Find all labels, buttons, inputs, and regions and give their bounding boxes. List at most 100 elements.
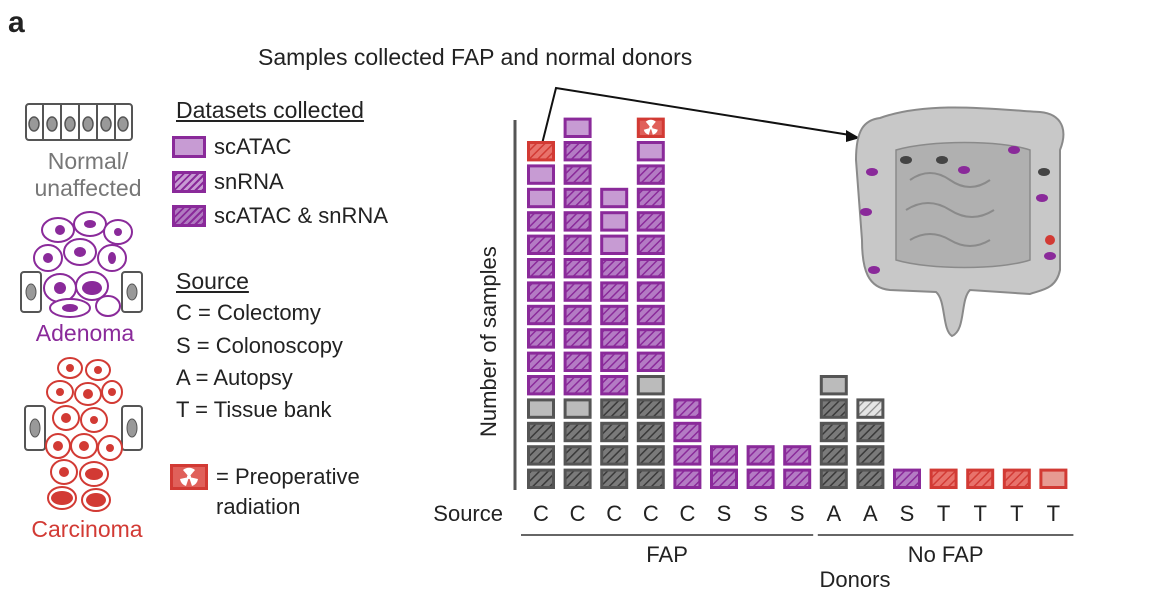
- tile-donor-3-13: [600, 187, 629, 209]
- tile-donor-4-10: [636, 258, 665, 279]
- datasets-legend-title: Datasets collected: [176, 97, 364, 123]
- source-tick-label-10: A: [863, 501, 878, 526]
- tile-donor-4-7: [636, 328, 665, 349]
- source-colectomy: C = Colectomy: [176, 300, 321, 325]
- tile-donor-2-15: [563, 141, 592, 162]
- source-tick-label-3: C: [606, 501, 622, 526]
- tile-donor-4-14: [636, 164, 665, 185]
- tile-donor-2-8: [563, 304, 592, 326]
- tile-donor-1-2: [527, 445, 555, 466]
- tile-donor-4-13: [636, 187, 665, 209]
- tile-donor-9-3: [819, 421, 848, 443]
- tile-donor-2-7: [563, 328, 592, 349]
- tile-donor-4-4: [636, 398, 665, 419]
- tile-donor-3-3: [600, 421, 629, 443]
- swatch-snrna: [172, 171, 206, 193]
- tile-donor-1-10: [527, 258, 555, 279]
- tile-donor-1-9: [527, 281, 555, 302]
- adenoma-label: Adenoma: [35, 320, 135, 346]
- legend-item-scatac: scATAC: [214, 134, 292, 159]
- tile-donor-1-7: [527, 328, 555, 349]
- tile-donor-12-1: [929, 468, 958, 490]
- tile-donor-2-4: [563, 398, 592, 419]
- tile-donor-3-5: [600, 375, 629, 396]
- source-colonoscopy: S = Colonoscopy: [176, 333, 343, 358]
- radiation-mark-donor-4: [643, 119, 658, 135]
- source-tick-label-6: S: [717, 501, 732, 526]
- tile-donor-4-6: [636, 351, 665, 373]
- source-tick-label-13: T: [973, 501, 986, 526]
- tile-donor-2-9: [563, 281, 592, 302]
- tile-donor-8-1: [783, 468, 812, 490]
- tile-donor-4-8: [636, 304, 665, 326]
- source-tick-label-15: T: [1047, 501, 1060, 526]
- tile-donor-2-3: [563, 421, 592, 443]
- tile-donor-10-3: [856, 421, 885, 443]
- tile-donor-3-12: [600, 211, 629, 232]
- radiation-icon: [170, 464, 208, 490]
- tile-donor-3-7: [600, 328, 629, 349]
- tile-donor-7-2: [746, 445, 775, 466]
- carcinoma-label: Carcinoma: [31, 516, 143, 542]
- tile-donor-5-4: [673, 398, 702, 419]
- tile-donor-4-12: [636, 211, 665, 232]
- tile-donor-1-14: [527, 164, 555, 185]
- tile-donor-1-6: [527, 351, 555, 373]
- tile-donor-4-5: [636, 375, 665, 396]
- carcinoma-tissue-illustration: [24, 357, 143, 512]
- tile-donor-1-8: [527, 304, 555, 326]
- legend-item-both: scATAC & snRNA: [214, 203, 388, 228]
- tile-donor-1-12: [527, 211, 555, 232]
- tile-donor-3-4: [600, 398, 629, 419]
- x-axis-label: Donors: [820, 567, 891, 592]
- radiation-legend-line2: radiation: [216, 494, 301, 519]
- tile-donor-7-1: [746, 468, 775, 490]
- tile-donor-1-15: [527, 141, 555, 162]
- source-tick-label-4: C: [643, 501, 659, 526]
- source-legend-title: Source: [176, 268, 249, 294]
- swatch-both: [172, 205, 206, 227]
- tile-donor-5-3: [673, 421, 702, 443]
- tile-donor-9-5: [819, 375, 848, 396]
- tile-donor-2-1: [563, 468, 592, 490]
- tile-donor-14-1: [1002, 468, 1031, 490]
- tile-donor-4-1: [636, 468, 665, 490]
- source-tick-label-9: A: [826, 501, 841, 526]
- tile-donor-3-11: [600, 234, 629, 256]
- source-autopsy: A = Autopsy: [176, 365, 293, 390]
- tile-donor-9-2: [819, 445, 848, 466]
- tile-donor-5-1: [673, 468, 702, 490]
- source-tick-label-7: S: [753, 501, 768, 526]
- tile-donor-5-2: [673, 445, 702, 466]
- tile-donor-2-16: [563, 117, 592, 138]
- tile-donor-3-6: [600, 351, 629, 373]
- tile-donor-15-1: [1039, 468, 1068, 490]
- tile-donor-9-4: [819, 398, 848, 419]
- tile-donor-8-2: [783, 445, 812, 466]
- tile-donor-6-2: [710, 445, 738, 466]
- tile-donor-3-2: [600, 445, 629, 466]
- tile-donor-10-4: [856, 398, 885, 419]
- adenoma-tissue-illustration: [20, 211, 143, 318]
- tile-donor-1-4: [527, 398, 555, 419]
- swatch-scatac: [172, 136, 206, 158]
- annotation-arrow: [539, 86, 860, 153]
- group-label-1: FAP: [646, 542, 688, 567]
- tile-donor-2-12: [563, 211, 592, 232]
- tile-donor-3-8: [600, 304, 629, 326]
- figure-title: Samples collected FAP and normal donors: [258, 44, 693, 70]
- tile-donor-4-3: [636, 421, 665, 443]
- tile-donor-1-1: [527, 468, 555, 490]
- tile-donor-4-11: [636, 234, 665, 256]
- tile-donor-1-5: [527, 375, 555, 396]
- normal-label: Normal/ unaffected: [18, 148, 158, 202]
- tile-donor-2-6: [563, 351, 592, 373]
- tile-donor-4-2: [636, 445, 665, 466]
- tile-donor-2-13: [563, 187, 592, 209]
- source-tick-label-2: C: [570, 501, 586, 526]
- tile-donor-10-2: [856, 445, 885, 466]
- tile-donor-11-1: [893, 468, 921, 490]
- tile-donor-6-1: [710, 468, 738, 490]
- tile-donor-4-9: [636, 281, 665, 302]
